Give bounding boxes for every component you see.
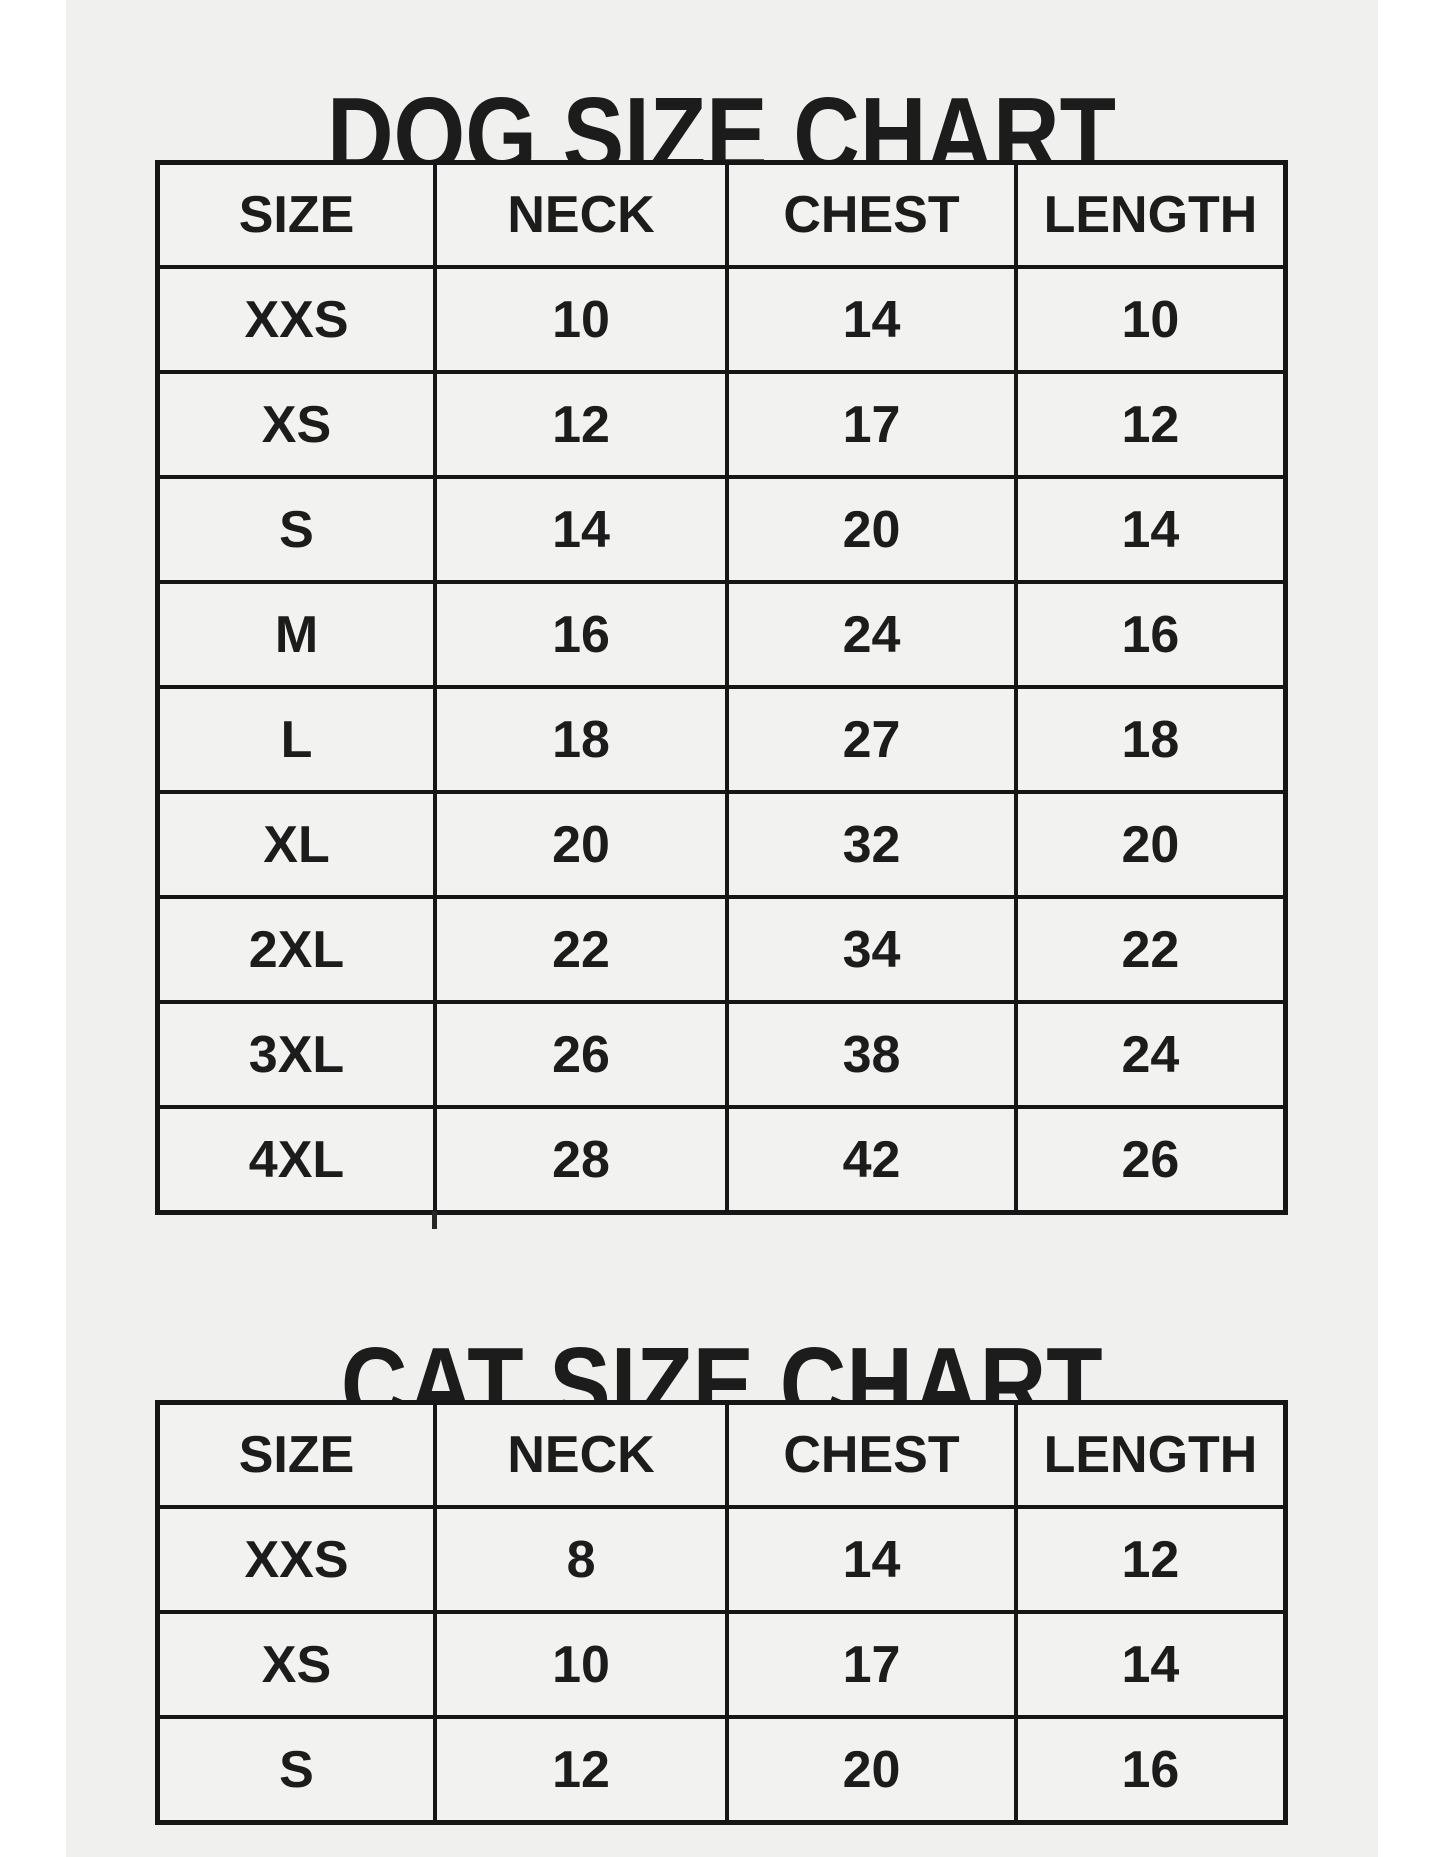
measurement-cell: 20	[1013, 790, 1288, 899]
measurement-cell: 17	[725, 370, 1018, 479]
table-row: 3XL 26 38 24	[155, 1000, 1288, 1109]
size-label-cell: XS	[155, 370, 437, 479]
column-header: LENGTH	[1013, 1400, 1288, 1509]
table-row: XS 12 17 12	[155, 370, 1288, 479]
column-header: SIZE	[155, 160, 437, 269]
measurement-cell: 16	[432, 580, 730, 689]
column-header: LENGTH	[1013, 160, 1288, 269]
measurement-cell: 12	[1013, 370, 1288, 479]
table-row: L 18 27 18	[155, 685, 1288, 794]
measurement-cell: 14	[725, 1505, 1018, 1614]
measurement-cell: 12	[1013, 1505, 1288, 1614]
measurement-cell: 14	[725, 265, 1018, 374]
table-row: S 14 20 14	[155, 475, 1288, 584]
size-label-cell: XXS	[155, 265, 437, 374]
stray-gridline-tick	[432, 1211, 437, 1229]
measurement-cell: 14	[432, 475, 730, 584]
column-header: SIZE	[155, 1400, 437, 1509]
measurement-cell: 18	[1013, 685, 1288, 794]
measurement-cell: 42	[725, 1105, 1018, 1215]
measurement-cell: 24	[725, 580, 1018, 689]
size-label-cell: XL	[155, 790, 437, 899]
cat-size-table: SIZE NECK CHEST LENGTH XXS 8 14 12 XS 10 17 14 S 12 2…	[155, 1400, 1288, 1825]
measurement-cell: 26	[1013, 1105, 1288, 1215]
size-label-cell: S	[155, 475, 437, 584]
size-label-cell: XXS	[155, 1505, 437, 1614]
size-label-cell: 3XL	[155, 1000, 437, 1109]
table-row: S 12 20 16	[155, 1715, 1288, 1825]
measurement-cell: 32	[725, 790, 1018, 899]
measurement-cell: 20	[725, 1715, 1018, 1825]
measurement-cell: 17	[725, 1610, 1018, 1719]
column-header: CHEST	[725, 1400, 1018, 1509]
measurement-cell: 27	[725, 685, 1018, 794]
column-header: NECK	[432, 160, 730, 269]
measurement-cell: 26	[432, 1000, 730, 1109]
column-header: CHEST	[725, 160, 1018, 269]
measurement-cell: 10	[432, 1610, 730, 1719]
measurement-cell: 10	[1013, 265, 1288, 374]
measurement-cell: 24	[1013, 1000, 1288, 1109]
dog-table-header-row: SIZE NECK CHEST LENGTH	[155, 160, 1288, 269]
measurement-cell: 34	[725, 895, 1018, 1004]
table-row: 4XL 28 42 26	[155, 1105, 1288, 1215]
table-row: XS 10 17 14	[155, 1610, 1288, 1719]
measurement-cell: 16	[1013, 1715, 1288, 1825]
table-row: XXS 8 14 12	[155, 1505, 1288, 1614]
dog-size-table: SIZE NECK CHEST LENGTH XXS 10 14 10 XS 12 17 12 S 14…	[155, 160, 1288, 1215]
measurement-cell: 10	[432, 265, 730, 374]
table-row: 2XL 22 34 22	[155, 895, 1288, 1004]
measurement-cell: 8	[432, 1505, 730, 1614]
measurement-cell: 12	[432, 1715, 730, 1825]
column-header: NECK	[432, 1400, 730, 1509]
cat-table-header-row: SIZE NECK CHEST LENGTH	[155, 1400, 1288, 1509]
measurement-cell: 22	[432, 895, 730, 1004]
measurement-cell: 14	[1013, 1610, 1288, 1719]
measurement-cell: 38	[725, 1000, 1018, 1109]
size-label-cell: L	[155, 685, 437, 794]
size-label-cell: 2XL	[155, 895, 437, 1004]
measurement-cell: 20	[725, 475, 1018, 584]
measurement-cell: 20	[432, 790, 730, 899]
measurement-cell: 14	[1013, 475, 1288, 584]
size-label-cell: XS	[155, 1610, 437, 1719]
table-row: XXS 10 14 10	[155, 265, 1288, 374]
size-label-cell: S	[155, 1715, 437, 1825]
table-row: M 16 24 16	[155, 580, 1288, 689]
size-label-cell: 4XL	[155, 1105, 437, 1215]
measurement-cell: 28	[432, 1105, 730, 1215]
measurement-cell: 12	[432, 370, 730, 479]
measurement-cell: 18	[432, 685, 730, 794]
table-row: XL 20 32 20	[155, 790, 1288, 899]
measurement-cell: 16	[1013, 580, 1288, 689]
size-label-cell: M	[155, 580, 437, 689]
measurement-cell: 22	[1013, 895, 1288, 1004]
